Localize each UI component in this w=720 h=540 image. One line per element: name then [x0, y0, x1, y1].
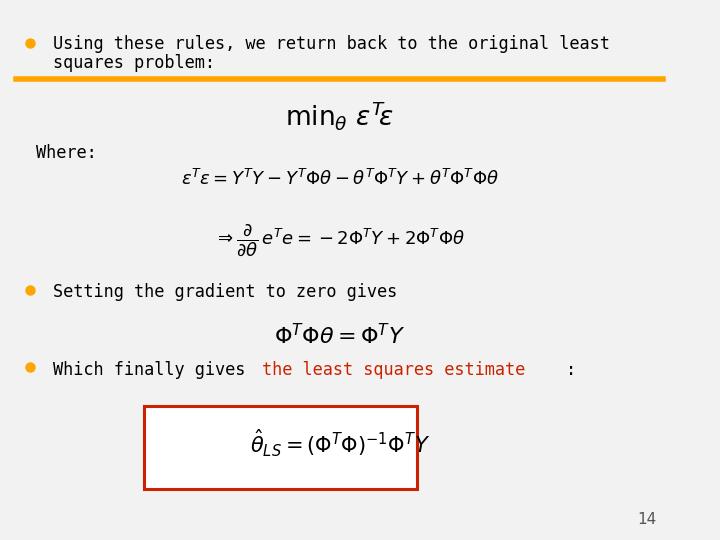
Text: $\Phi^T\Phi\theta = \Phi^TY$: $\Phi^T\Phi\theta = \Phi^TY$: [274, 323, 405, 349]
Text: $\Rightarrow \dfrac{\partial}{\partial\theta}\,e^Te = -2\Phi^TY + 2\Phi^T\Phi\th: $\Rightarrow \dfrac{\partial}{\partial\t…: [215, 222, 465, 258]
Text: Which finally gives: Which finally gives: [53, 361, 256, 379]
FancyBboxPatch shape: [144, 406, 417, 489]
Text: $\varepsilon^T\varepsilon = Y^TY - Y^T\Phi\theta - \theta^T\Phi^TY + \theta^T\Ph: $\varepsilon^T\varepsilon = Y^TY - Y^T\P…: [181, 168, 499, 188]
Text: 14: 14: [637, 511, 657, 526]
Text: Where:: Where:: [37, 144, 97, 163]
Text: Using these rules, we return back to the original least: Using these rules, we return back to the…: [53, 35, 610, 53]
Text: Setting the gradient to zero gives: Setting the gradient to zero gives: [53, 284, 397, 301]
Text: squares problem:: squares problem:: [53, 53, 215, 71]
Text: $\mathrm{min}_{\theta}\ \varepsilon^{T}\!\varepsilon$: $\mathrm{min}_{\theta}\ \varepsilon^{T}\…: [285, 99, 395, 132]
Text: :: :: [566, 361, 576, 379]
Text: the least squares estimate: the least squares estimate: [262, 361, 526, 379]
Text: $\hat{\theta}_{LS} = (\Phi^T\Phi)^{-1}\Phi^TY$: $\hat{\theta}_{LS} = (\Phi^T\Phi)^{-1}\P…: [250, 428, 430, 459]
